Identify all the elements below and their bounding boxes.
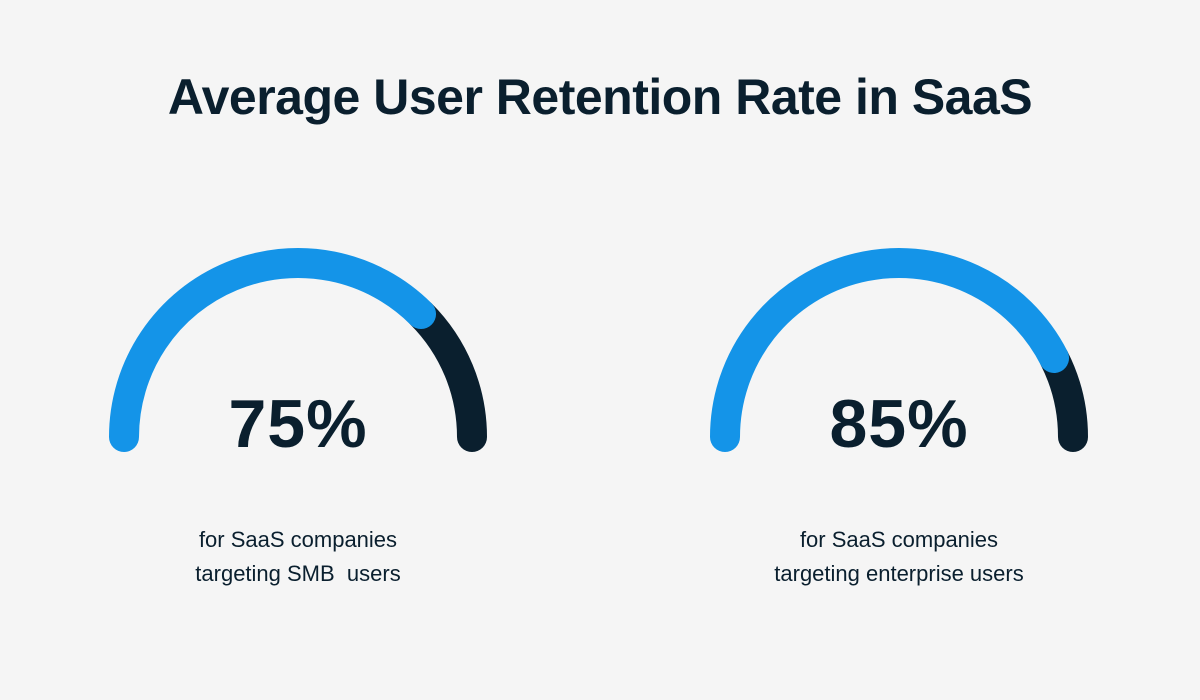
gauge-smb-caption-line-1: for SaaS companies [198, 527, 398, 552]
gauge-enterprise-filled-arc [710, 248, 1070, 452]
chart-title: Average User Retention Rate in SaaS [167, 69, 1033, 125]
gauge-enterprise-caption-line-2: targeting enterprise users [774, 561, 1024, 586]
gauge-smb-value: 75% [228, 386, 368, 462]
gauge-smb-svg [109, 248, 487, 452]
gauge-enterprise-value: 85% [829, 386, 969, 462]
gauge-enterprise-caption: for SaaS companies targeting enterprise … [694, 523, 1104, 591]
gauge-enterprise: 85% [694, 240, 1104, 462]
gauge-smb-caption: for SaaS companies targeting SMB users [93, 523, 503, 591]
gauge-smb: 75% [93, 240, 503, 462]
gauge-enterprise-caption-line-1: for SaaS companies [799, 527, 999, 552]
gauge-smb-caption-line-2: targeting SMB users [195, 561, 401, 586]
gauge-enterprise-svg [710, 248, 1088, 452]
gauge-smb-filled-arc [109, 248, 437, 452]
gauge-smb-remaining-arc [406, 298, 487, 452]
